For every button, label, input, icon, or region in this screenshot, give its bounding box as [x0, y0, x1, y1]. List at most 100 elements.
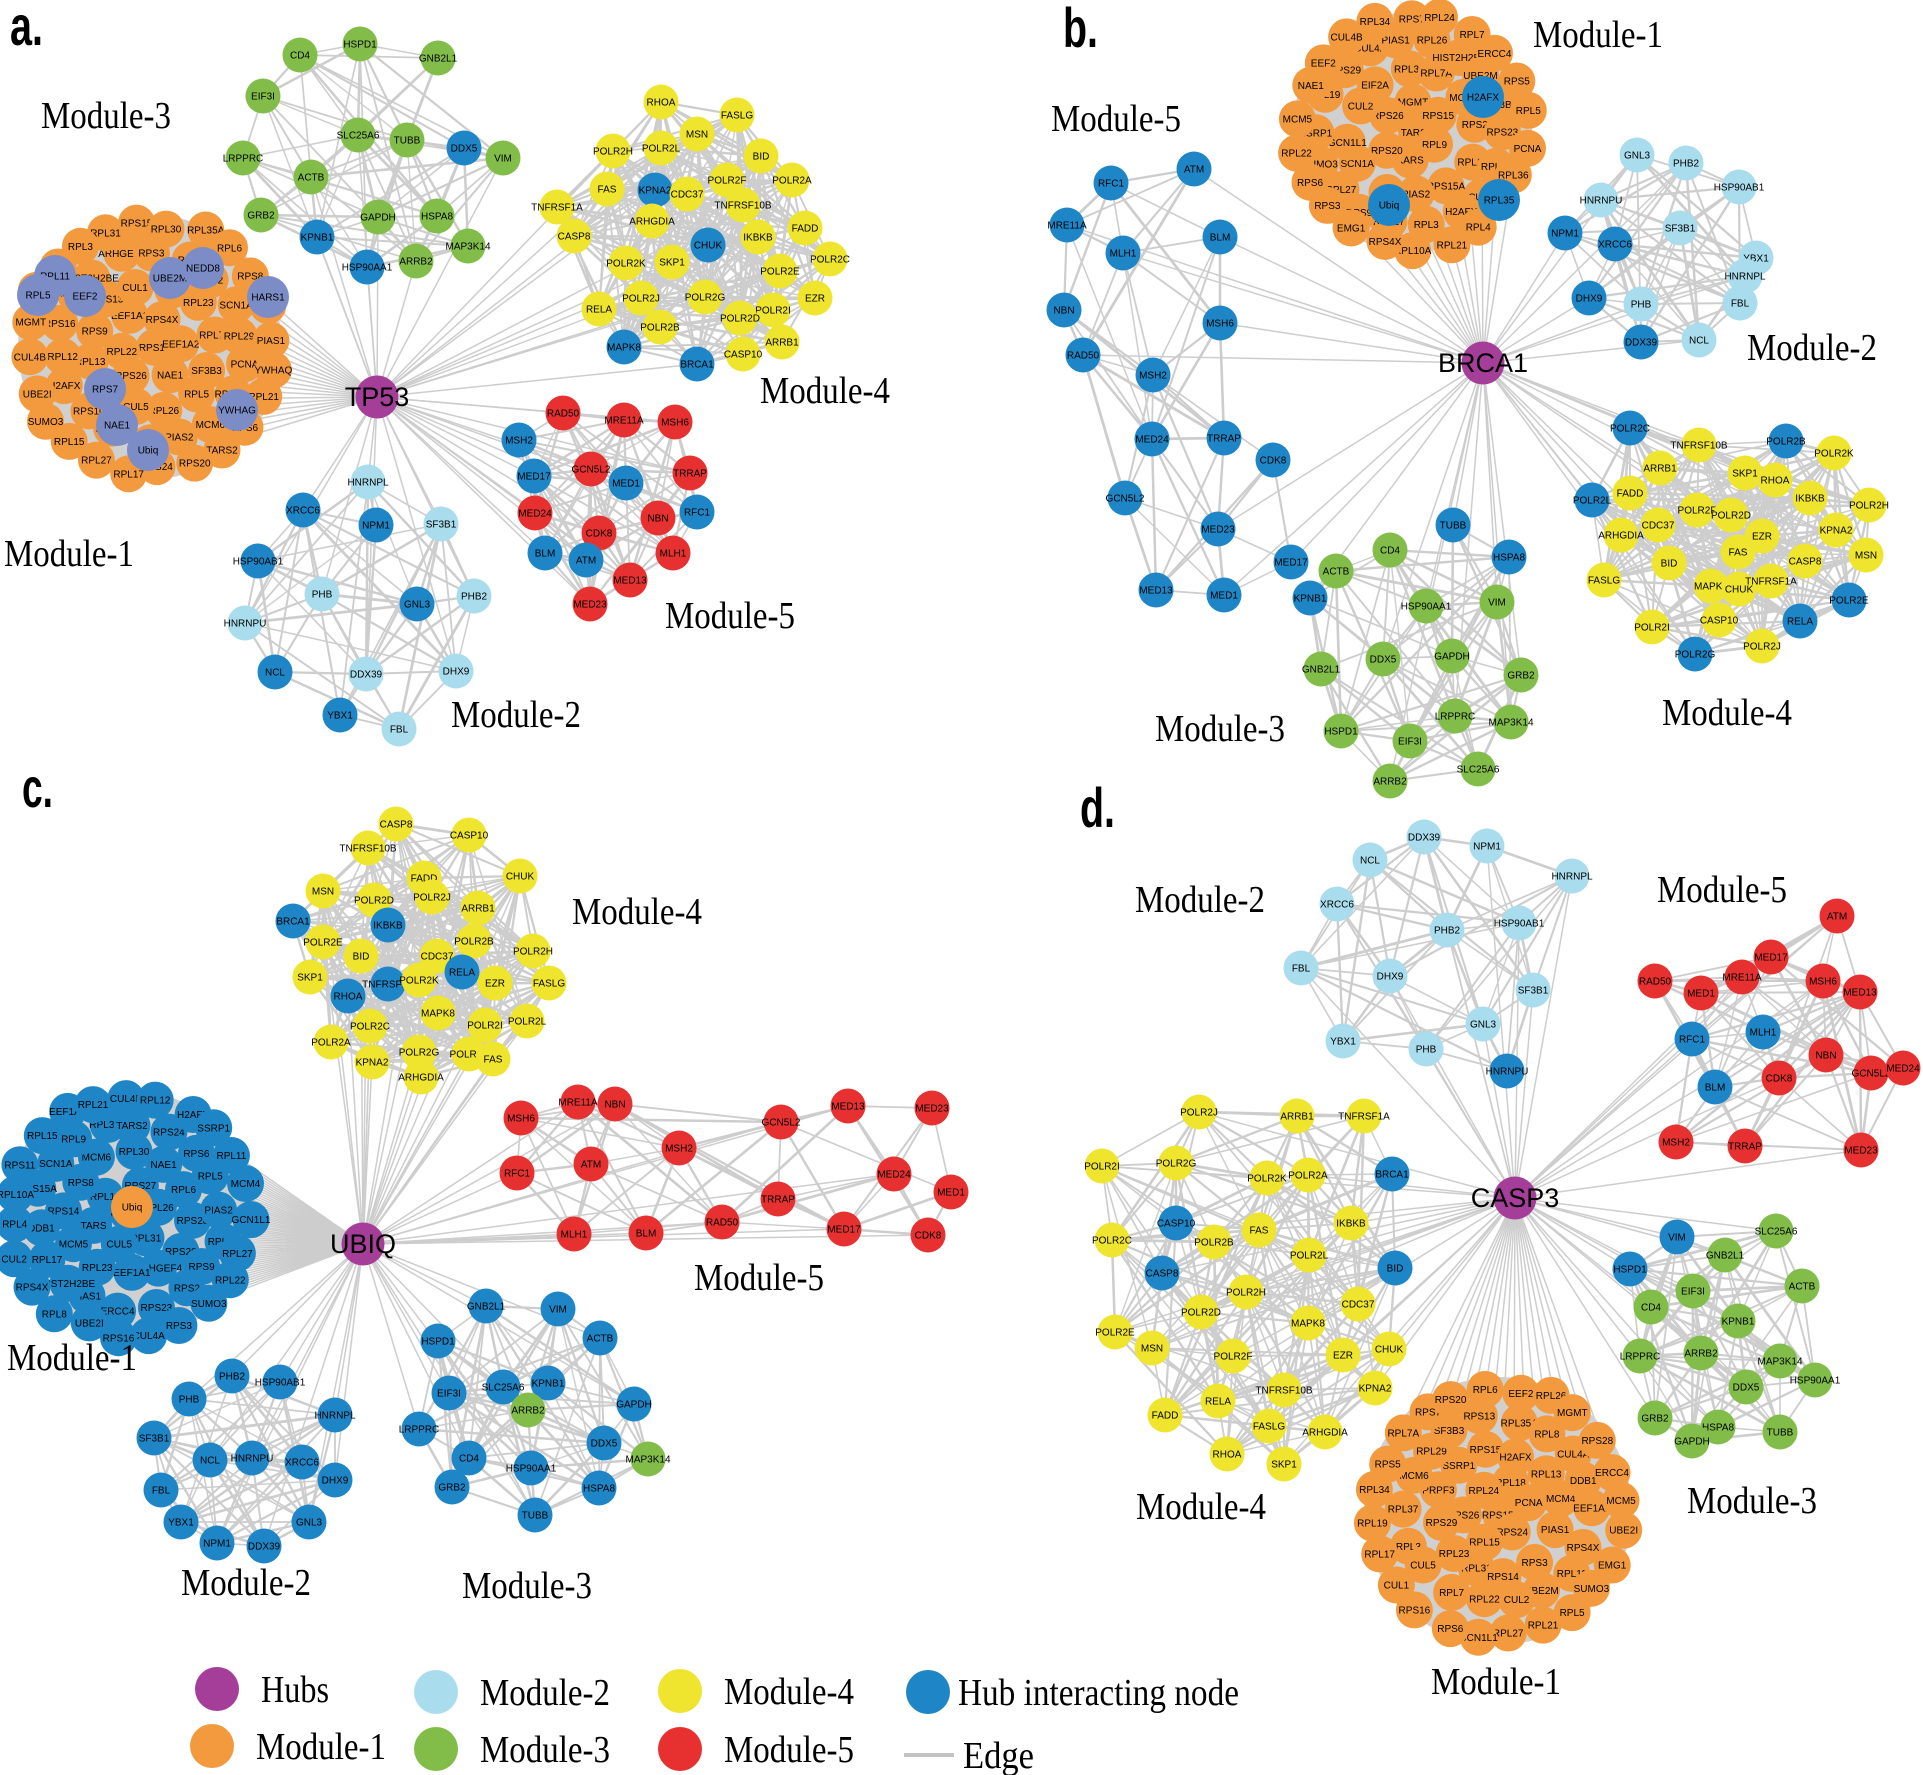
svg-text:RPL24: RPL24 [1469, 1486, 1500, 1497]
svg-text:RPL3: RPL3 [1414, 220, 1439, 231]
svg-text:H2AFX: H2AFX [48, 381, 81, 392]
svg-text:RPS20: RPS20 [179, 459, 211, 470]
svg-text:RPL27: RPL27 [222, 1249, 253, 1260]
svg-text:SF3B1: SF3B1 [139, 1434, 170, 1445]
svg-text:POLR2K: POLR2K [1247, 1174, 1287, 1185]
svg-text:POLR2L: POLR2L [1290, 1251, 1329, 1262]
svg-text:UBE2I: UBE2I [75, 1319, 104, 1330]
svg-text:MSH2: MSH2 [1139, 371, 1167, 382]
svg-text:Module-3: Module-3 [462, 1565, 592, 1607]
svg-text:POLR2H: POLR2H [1849, 501, 1889, 512]
svg-text:UBE2I: UBE2I [1609, 1526, 1638, 1537]
svg-text:SUMO3: SUMO3 [1574, 1584, 1610, 1595]
svg-text:EIF3I: EIF3I [1398, 737, 1422, 748]
svg-text:UBE2I: UBE2I [23, 390, 52, 401]
svg-text:Hubs: Hubs [261, 1669, 329, 1711]
svg-text:GRB2: GRB2 [1641, 1414, 1669, 1425]
svg-text:FBL: FBL [1292, 964, 1311, 975]
svg-text:MAP3K14: MAP3K14 [445, 242, 490, 253]
svg-text:H2AFX: H2AFX [1499, 1453, 1532, 1464]
svg-text:POLR2C: POLR2C [350, 1022, 390, 1033]
svg-text:MAP3K14: MAP3K14 [1488, 718, 1533, 729]
svg-text:RPL29: RPL29 [1416, 1447, 1447, 1458]
svg-text:RPL37: RPL37 [1394, 64, 1425, 75]
svg-text:ARHGEF4: ARHGEF4 [135, 1264, 183, 1275]
svg-text:TNFRSF1A: TNFRSF1A [362, 980, 414, 991]
svg-text:RPL34: RPL34 [1360, 17, 1391, 28]
svg-text:POLR2D: POLR2D [720, 314, 760, 325]
svg-text:POLR2D: POLR2D [1181, 1308, 1221, 1319]
svg-text:RPL22: RPL22 [1469, 1594, 1500, 1605]
svg-text:ARHGDIA: ARHGDIA [398, 1073, 444, 1084]
svg-text:ARRB1: ARRB1 [765, 338, 799, 349]
svg-text:RPL7A: RPL7A [1387, 1429, 1419, 1440]
svg-text:MSN: MSN [686, 130, 708, 141]
svg-text:RPL10A: RPL10A [0, 1190, 34, 1201]
svg-text:RPS15A: RPS15A [1482, 1511, 1521, 1522]
svg-text:SSRP1: SSRP1 [1299, 128, 1332, 139]
svg-text:MCM5: MCM5 [59, 1239, 89, 1250]
svg-text:POLR2D: POLR2D [354, 896, 394, 907]
svg-text:BLM: BLM [535, 549, 556, 560]
svg-text:RPL23: RPL23 [82, 1263, 113, 1274]
svg-text:MSN: MSN [1855, 551, 1877, 562]
svg-text:MSH2: MSH2 [505, 436, 533, 447]
svg-text:c.: c. [22, 756, 53, 819]
svg-text:Module-2: Module-2 [1747, 327, 1877, 369]
svg-text:RPS13: RPS13 [1463, 1411, 1495, 1422]
svg-text:CUL4B: CUL4B [14, 352, 47, 363]
svg-text:Module-4: Module-4 [724, 1671, 854, 1713]
svg-text:POLR2B: POLR2B [1766, 437, 1806, 448]
svg-text:MED17: MED17 [1754, 953, 1788, 964]
svg-text:TARS2: TARS2 [206, 446, 238, 457]
svg-text:SF3B1: SF3B1 [1518, 986, 1549, 997]
svg-text:RPL15: RPL15 [27, 1131, 58, 1142]
svg-text:RHOA: RHOA [1213, 1450, 1242, 1461]
svg-text:CD4: CD4 [290, 51, 310, 62]
svg-text:GCN5L2: GCN5L2 [762, 1118, 801, 1129]
svg-text:BID: BID [1387, 1264, 1404, 1275]
svg-text:RPL7A: RPL7A [1420, 69, 1452, 80]
svg-text:PHB2: PHB2 [461, 592, 488, 603]
svg-text:LRPPRC: LRPPRC [1620, 1352, 1661, 1363]
svg-text:NPM1: NPM1 [362, 521, 390, 532]
svg-text:POLR2G: POLR2G [399, 1048, 440, 1059]
svg-text:POLR2K: POLR2K [606, 259, 646, 270]
svg-text:MLH1: MLH1 [561, 1230, 588, 1241]
svg-text:HNRNPL: HNRNPL [347, 478, 389, 489]
svg-text:NBN: NBN [1053, 306, 1074, 317]
svg-text:MED13: MED13 [831, 1102, 865, 1113]
svg-text:RPL26: RPL26 [1536, 1391, 1567, 1402]
svg-text:RPL13: RPL13 [1531, 1469, 1562, 1480]
svg-text:GNL3: GNL3 [1470, 1020, 1497, 1031]
svg-text:FASLG: FASLG [1588, 576, 1620, 587]
svg-text:HNRNPL: HNRNPL [1551, 872, 1593, 883]
svg-text:MCM6: MCM6 [1399, 1471, 1429, 1482]
svg-text:EMG1: EMG1 [1337, 224, 1366, 235]
svg-text:a.: a. [10, 0, 43, 57]
svg-text:LRPPRC: LRPPRC [223, 154, 264, 165]
svg-text:KPNB1: KPNB1 [301, 233, 334, 244]
svg-text:POLR2C: POLR2C [1092, 1236, 1132, 1247]
svg-text:POLR2B: POLR2B [1194, 1238, 1234, 1249]
svg-text:MED1: MED1 [612, 479, 640, 490]
svg-text:DDX39: DDX39 [350, 670, 383, 681]
svg-text:UBE2M: UBE2M [153, 274, 187, 285]
svg-text:SCN1A: SCN1A [1341, 159, 1375, 170]
svg-text:RPL13: RPL13 [75, 357, 106, 368]
svg-text:EEF1A1: EEF1A1 [111, 311, 149, 322]
svg-text:CASP10: CASP10 [450, 831, 489, 842]
svg-text:RPS29: RPS29 [165, 1247, 197, 1258]
svg-text:EEF1A2: EEF1A2 [49, 1107, 87, 1118]
svg-text:EZR: EZR [485, 979, 505, 990]
svg-text:DHX9: DHX9 [1377, 972, 1404, 983]
svg-text:MED23: MED23 [915, 1104, 949, 1115]
svg-text:LRPPRC: LRPPRC [1435, 712, 1476, 723]
svg-text:H2AFX: H2AFX [1445, 207, 1478, 218]
svg-text:POLR2F: POLR2F [708, 176, 747, 187]
svg-text:RPL8: RPL8 [1534, 1430, 1559, 1441]
svg-text:Module-1: Module-1 [4, 533, 134, 575]
svg-text:HSP90AA1: HSP90AA1 [342, 263, 393, 274]
svg-text:UBIQ: UBIQ [330, 1229, 396, 1259]
svg-text:RPL31: RPL31 [90, 228, 121, 239]
